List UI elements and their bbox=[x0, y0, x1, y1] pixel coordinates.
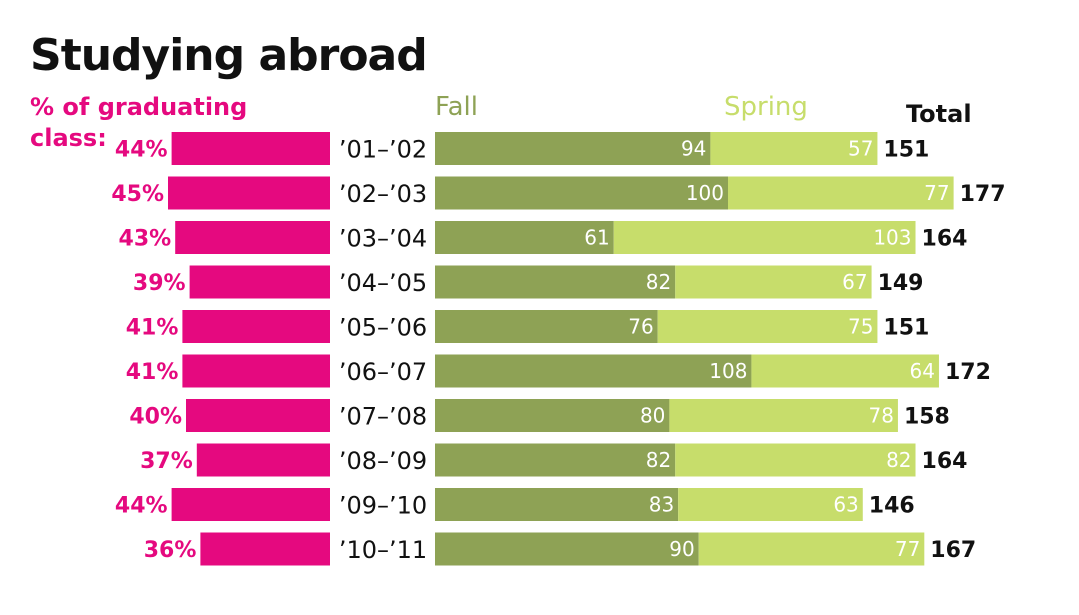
total-value-label: 164 bbox=[922, 227, 968, 252]
percent-axis-label-line2: class: bbox=[30, 124, 107, 152]
percent-value-label: 36% bbox=[144, 538, 197, 563]
spring-value-label: 77 bbox=[924, 181, 949, 205]
percent-bar bbox=[175, 221, 330, 254]
fall-value-label: 82 bbox=[646, 448, 671, 472]
spring-bar bbox=[698, 532, 925, 566]
year-label: ’01–’02 bbox=[339, 136, 427, 164]
fall-bar bbox=[435, 132, 711, 165]
percent-bar bbox=[182, 310, 330, 343]
year-label: ’08–’09 bbox=[339, 447, 427, 475]
percent-bar bbox=[200, 532, 330, 566]
percent-value-label: 39% bbox=[133, 271, 186, 296]
spring-bar bbox=[678, 488, 863, 521]
fall-bar bbox=[435, 310, 658, 343]
spring-bar bbox=[710, 132, 878, 165]
spring-value-label: 78 bbox=[868, 404, 893, 428]
total-value-label: 164 bbox=[922, 449, 968, 474]
year-label: ’04–’05 bbox=[339, 269, 427, 297]
percent-value-label: 43% bbox=[119, 227, 172, 252]
legend-spring: Spring bbox=[724, 92, 808, 122]
percent-value-label: 44% bbox=[115, 494, 168, 519]
legend-fall: Fall bbox=[435, 92, 478, 122]
spring-value-label: 64 bbox=[910, 359, 935, 383]
spring-bar bbox=[657, 310, 878, 343]
fall-bar bbox=[435, 532, 699, 566]
percent-bar bbox=[171, 132, 330, 165]
spring-value-label: 57 bbox=[848, 137, 873, 161]
fall-value-label: 61 bbox=[584, 226, 609, 250]
fall-value-label: 82 bbox=[646, 270, 671, 294]
percent-bar bbox=[168, 176, 330, 210]
percent-value-label: 37% bbox=[140, 449, 193, 474]
spring-value-label: 77 bbox=[895, 537, 920, 561]
spring-bar bbox=[675, 265, 872, 299]
fall-value-label: 76 bbox=[628, 315, 653, 339]
percent-value-label: 41% bbox=[126, 360, 179, 385]
total-value-label: 167 bbox=[930, 538, 976, 563]
percent-value-label: 40% bbox=[129, 405, 182, 430]
fall-bar bbox=[435, 265, 676, 299]
year-label: ’09–’10 bbox=[339, 492, 427, 520]
fall-bar bbox=[435, 443, 676, 477]
fall-value-label: 80 bbox=[640, 404, 665, 428]
spring-bar bbox=[675, 443, 916, 477]
percent-axis-label-line1: % of graduating bbox=[30, 93, 248, 121]
fall-bar bbox=[435, 488, 679, 521]
fall-value-label: 108 bbox=[709, 359, 747, 383]
chart-title: Studying abroad bbox=[30, 30, 428, 81]
spring-bar bbox=[728, 176, 954, 210]
year-label: ’05–’06 bbox=[339, 314, 427, 342]
spring-value-label: 103 bbox=[873, 226, 911, 250]
total-value-label: 158 bbox=[904, 405, 950, 430]
total-value-label: 151 bbox=[883, 316, 929, 341]
fall-value-label: 90 bbox=[669, 537, 694, 561]
spring-value-label: 67 bbox=[842, 270, 867, 294]
year-label: ’10–’11 bbox=[339, 536, 427, 564]
spring-bar bbox=[751, 354, 939, 388]
fall-bar bbox=[435, 399, 670, 432]
fall-value-label: 100 bbox=[686, 181, 724, 205]
total-value-label: 146 bbox=[869, 494, 915, 519]
fall-bar bbox=[435, 221, 614, 254]
year-label: ’03–’04 bbox=[339, 225, 427, 253]
fall-value-label: 94 bbox=[681, 137, 706, 161]
year-label: ’07–’08 bbox=[339, 403, 427, 431]
total-value-label: 149 bbox=[878, 271, 924, 296]
spring-value-label: 82 bbox=[886, 448, 911, 472]
fall-bar bbox=[435, 176, 728, 210]
total-value-label: 151 bbox=[883, 138, 929, 163]
total-value-label: 177 bbox=[960, 182, 1006, 207]
percent-value-label: 41% bbox=[126, 316, 179, 341]
percent-value-label: 45% bbox=[111, 182, 164, 207]
total-value-label: 172 bbox=[945, 360, 991, 385]
spring-value-label: 63 bbox=[833, 493, 858, 517]
percent-bar bbox=[189, 265, 330, 299]
percent-bar bbox=[196, 443, 330, 477]
year-label: ’06–’07 bbox=[339, 358, 427, 386]
spring-value-label: 75 bbox=[848, 315, 873, 339]
spring-bar bbox=[613, 221, 916, 254]
legend-total: Total bbox=[906, 100, 972, 128]
year-label: ’02–’03 bbox=[339, 180, 427, 208]
fall-bar bbox=[435, 354, 752, 388]
percent-bar bbox=[186, 399, 330, 432]
spring-bar bbox=[669, 399, 898, 432]
percent-axis-label: % of graduating class: bbox=[30, 92, 247, 154]
percent-bar bbox=[182, 354, 330, 388]
fall-value-label: 83 bbox=[649, 493, 674, 517]
percent-bar bbox=[171, 488, 330, 521]
percent-value-label: 44% bbox=[115, 138, 168, 163]
